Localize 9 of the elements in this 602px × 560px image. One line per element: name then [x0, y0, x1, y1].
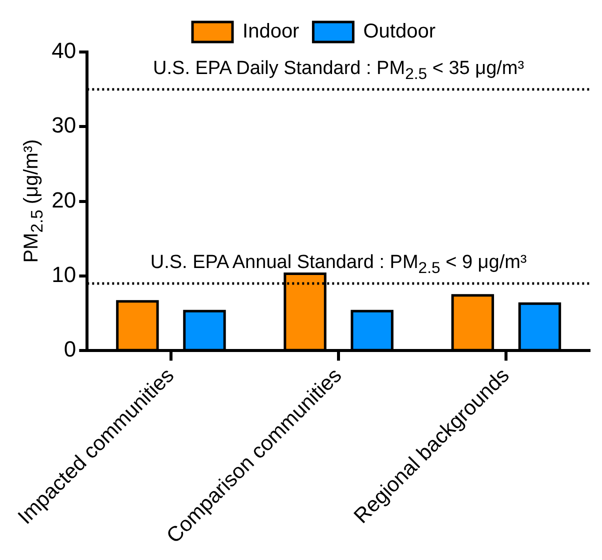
ref-line-label: U.S. EPA Annual Standard : PM$_{2.5}$ < 9 μg/m³ [150, 252, 527, 280]
y-tick-label: 40 [52, 38, 76, 64]
y-tick-label: 10 [52, 262, 76, 288]
legend-label: Indoor [242, 20, 300, 43]
y-tick-label: 20 [52, 187, 76, 212]
y-tick-label: 30 [52, 112, 76, 138]
legend-label: Outdoor [363, 20, 436, 43]
ref-line-label: U.S. EPA Daily Standard : PM$_{2.5}$ < 35 μg/m³ [153, 58, 524, 86]
y-tick-label: 0 [64, 336, 76, 362]
